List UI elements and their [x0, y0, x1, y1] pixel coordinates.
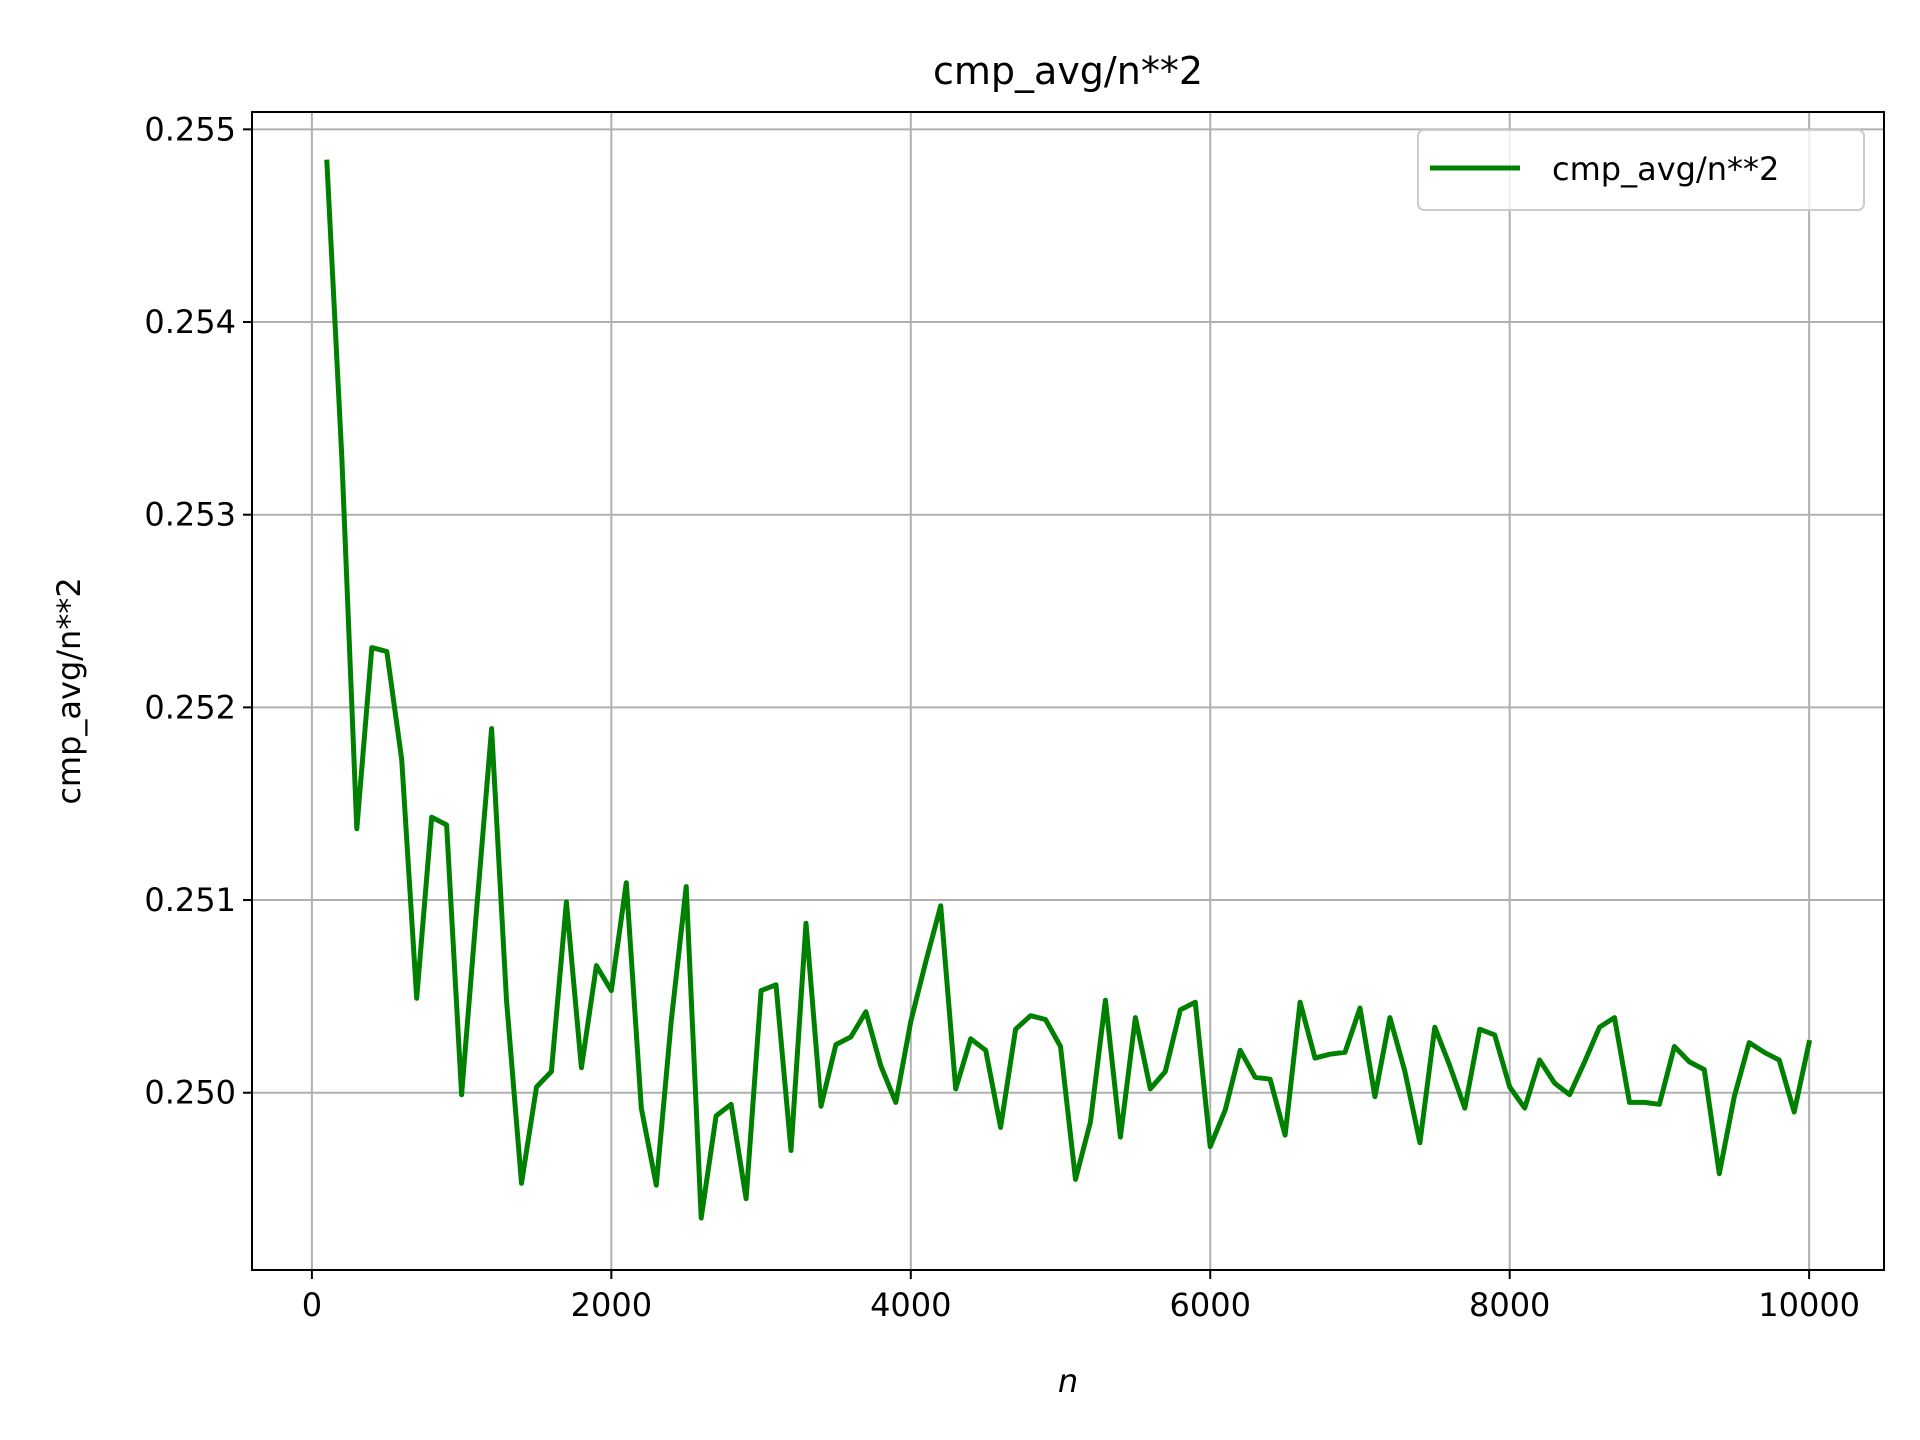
- y-tick-label: 0.253: [144, 496, 236, 534]
- series-line: [324, 159, 1813, 1221]
- legend-box: [1417, 129, 1865, 211]
- x-tick-label: 4000: [870, 1286, 951, 1324]
- x-tick-label: 6000: [1170, 1286, 1251, 1324]
- y-tick-label: 0.255: [144, 110, 236, 148]
- y-tick-label: 0.250: [144, 1074, 236, 1112]
- y-tick-label: 0.251: [144, 881, 236, 919]
- x-tick-label: 2000: [571, 1286, 652, 1324]
- ticks: 0 2000 4000 6000 8000 10000 0.250 0.251 0.252 0.2…: [144, 110, 1860, 1324]
- chart-title: cmp_avg/n**2: [933, 49, 1203, 93]
- y-axis-label: cmp_avg/n**2: [50, 577, 88, 804]
- axes-frame: [251, 111, 1885, 1271]
- y-tick-label: 0.254: [144, 303, 236, 341]
- y-tick-label: 0.252: [144, 688, 236, 726]
- legend: cmp_avg/n**2: [1417, 129, 1865, 211]
- grid: [252, 112, 1884, 1270]
- x-tick-label: 8000: [1469, 1286, 1550, 1324]
- legend-label: cmp_avg/n**2: [1552, 150, 1779, 188]
- data-layer: [324, 159, 1813, 1221]
- x-axis-label: n: [1058, 1362, 1078, 1400]
- x-tick-label: 0: [302, 1286, 322, 1324]
- x-tick-label: 10000: [1758, 1286, 1860, 1324]
